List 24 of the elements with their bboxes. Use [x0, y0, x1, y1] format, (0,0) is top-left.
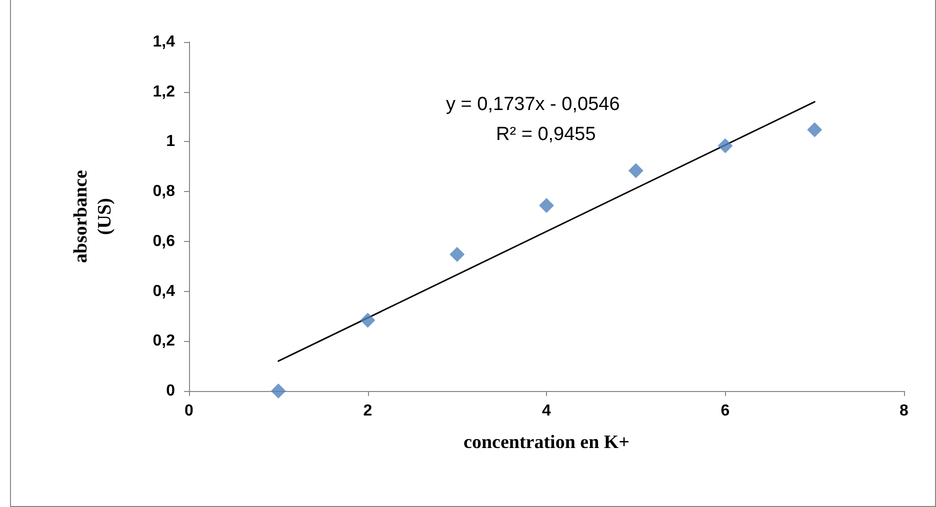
annotation: y = 0,1737x - 0,0546	[446, 94, 620, 115]
x-tick-label: 2	[363, 402, 372, 420]
y-tick-label: 1,2	[152, 83, 176, 100]
x-axis-title: concentration en K+	[464, 432, 630, 453]
x-tick-label: 8	[900, 402, 909, 420]
point	[270, 384, 286, 398]
point	[539, 198, 554, 214]
point	[718, 138, 733, 154]
annotation: R² = 0,9455	[496, 124, 596, 145]
y-tick-label: 1	[166, 133, 176, 150]
x-tick-label: 4	[542, 402, 552, 420]
y-tick-label: 0	[166, 382, 176, 400]
point	[450, 246, 465, 262]
y-tick-label: 0,2	[152, 332, 176, 350]
x-tick-label: 0	[184, 402, 194, 420]
point	[807, 122, 822, 138]
y-tick-label: 0,6	[152, 232, 176, 250]
point	[360, 312, 376, 328]
point	[628, 163, 644, 178]
y-tick-label: 0,8	[152, 183, 176, 200]
y-axis-title: absorbance (US)	[70, 170, 116, 263]
y-tick-label: 0,4	[152, 282, 176, 300]
y-tick-label: 1,4	[152, 34, 176, 50]
x-tick-label: 6	[720, 402, 730, 420]
